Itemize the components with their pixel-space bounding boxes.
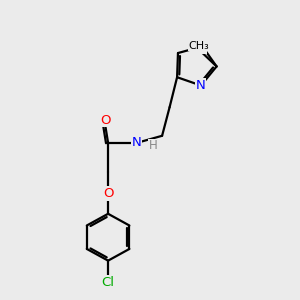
Text: N: N [132, 136, 142, 149]
Text: CH₃: CH₃ [188, 40, 209, 51]
Text: N: N [196, 79, 206, 92]
Text: Cl: Cl [102, 276, 115, 289]
Text: S: S [198, 40, 207, 53]
Text: H: H [149, 139, 158, 152]
Text: O: O [100, 114, 110, 127]
Text: O: O [103, 187, 113, 200]
